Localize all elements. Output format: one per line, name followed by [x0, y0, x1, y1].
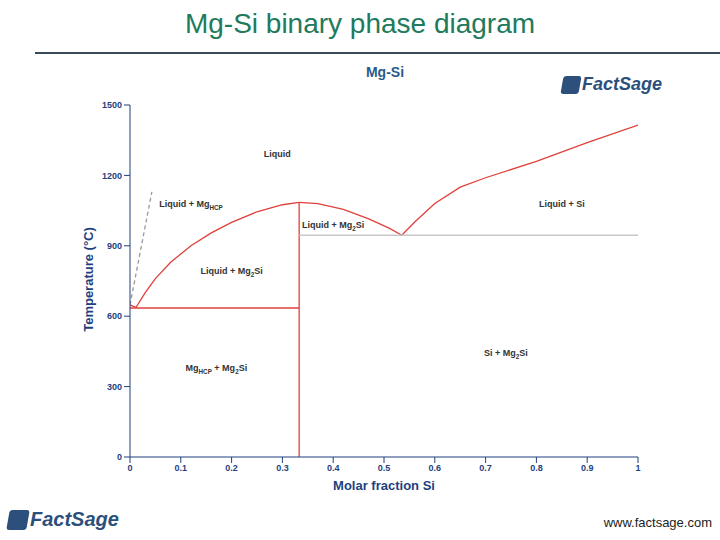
html-text:Mg-Si binary phase diagram: Mg-Si binary phase diagram — [184, 8, 536, 39]
svg-text:0: 0 — [127, 463, 132, 473]
svg-text:0.5: 0.5 — [378, 463, 391, 473]
svg-text:0: 0 — [117, 452, 122, 462]
html-text:Temperature (°C): Temperature (°C) — [80, 227, 96, 332]
svg-text:300: 300 — [107, 382, 122, 392]
html-text:www.factsage.com: www.factsage.com — [603, 515, 712, 530]
html-text:Molar fraction Si: Molar fraction Si — [333, 478, 435, 493]
svg-text:900: 900 — [107, 241, 122, 251]
svg-text:0.7: 0.7 — [479, 463, 492, 473]
svg-text:Liquid + MgHCP: Liquid + MgHCP — [159, 199, 223, 210]
svg-text:Liquid + Mg2Si: Liquid + Mg2Si — [200, 266, 262, 277]
svg-text:0.2: 0.2 — [225, 463, 238, 473]
svg-text:Liquid: Liquid — [264, 149, 291, 159]
svg-text:1: 1 — [635, 463, 640, 473]
svg-text:1200: 1200 — [102, 171, 122, 181]
svg-text:0.1: 0.1 — [175, 463, 188, 473]
svg-text:0.9: 0.9 — [581, 463, 594, 473]
svg-text:1500: 1500 — [102, 100, 122, 110]
svg-text:MgHCP + Mg2Si: MgHCP + Mg2Si — [186, 363, 248, 374]
svg-text:0.3: 0.3 — [276, 463, 289, 473]
html-text:FactSage: FactSage — [582, 74, 662, 94]
svg-text:0.6: 0.6 — [429, 463, 442, 473]
svg-text:Si + Mg2Si: Si + Mg2Si — [484, 348, 528, 359]
svg-text:Liquid + Si: Liquid + Si — [539, 199, 585, 209]
html-text:Mg-Si: Mg-Si — [365, 64, 404, 80]
html-text:FactSage: FactSage — [30, 508, 119, 530]
svg-text:600: 600 — [107, 311, 122, 321]
svg-text:0.8: 0.8 — [530, 463, 543, 473]
svg-text:Liquid + Mg2Si: Liquid + Mg2Si — [302, 220, 364, 231]
svg-text:0.4: 0.4 — [327, 463, 340, 473]
